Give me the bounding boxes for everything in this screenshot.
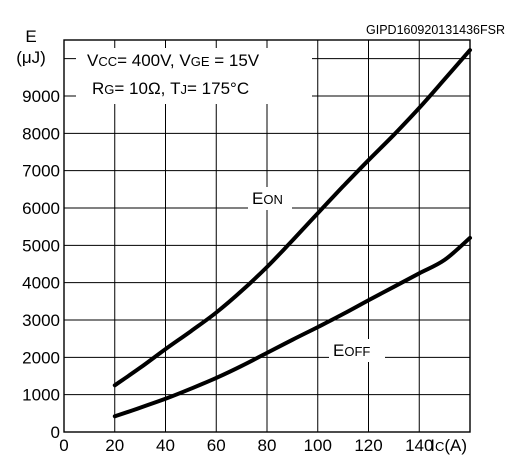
y-tick-label: 8000 [22, 124, 60, 143]
conditions-box [76, 48, 312, 104]
y-tick-labels: 0 1000 2000 3000 4000 5000 6000 7000 8000 9000 [22, 87, 60, 442]
series-label-eoff: EOFF [333, 341, 370, 360]
x-tick-label: 80 [258, 436, 277, 455]
figure-code: GIPD160920131436FSR [366, 23, 505, 37]
x-tick-label: 100 [304, 436, 332, 455]
y-tick-label: 4000 [22, 274, 60, 293]
series-label-eon: EON [252, 189, 283, 208]
x-tick-label: 20 [105, 436, 124, 455]
x-tick-label: 140 [405, 436, 433, 455]
x-tick-label: 120 [354, 436, 382, 455]
y-tick-label: 5000 [22, 236, 60, 255]
series-lines [112, 48, 472, 419]
x-tick-label: 40 [156, 436, 175, 455]
conditions-line-2: RG= 10Ω, TJ= 175°C [92, 79, 249, 98]
y-axis-label: E [25, 27, 36, 46]
y-tick-label: 2000 [22, 348, 60, 367]
series-line-eoff [112, 235, 472, 419]
y-tick-label: 7000 [22, 162, 60, 181]
x-tick-label: 0 [59, 436, 68, 455]
y-tick-label: 9000 [22, 87, 60, 106]
x-tick-labels: 0 20 40 60 80 100 120 140 [59, 436, 433, 455]
y-tick-label: 3000 [22, 311, 60, 330]
series-label-bg [329, 339, 385, 362]
y-tick-label: 1000 [22, 386, 60, 405]
x-axis-label: IC(A) [430, 436, 467, 455]
series-label-bg [248, 187, 292, 210]
y-axis-unit: (μJ) [16, 48, 46, 67]
conditions-line-1: VCC= 400V, VGE = 15V [87, 51, 260, 70]
y-tick-label: 6000 [22, 199, 60, 218]
series-labels: EON EOFF [248, 187, 385, 362]
series-line-eon [112, 48, 472, 388]
x-tick-label: 60 [207, 436, 226, 455]
y-tick-label: 0 [51, 423, 60, 442]
